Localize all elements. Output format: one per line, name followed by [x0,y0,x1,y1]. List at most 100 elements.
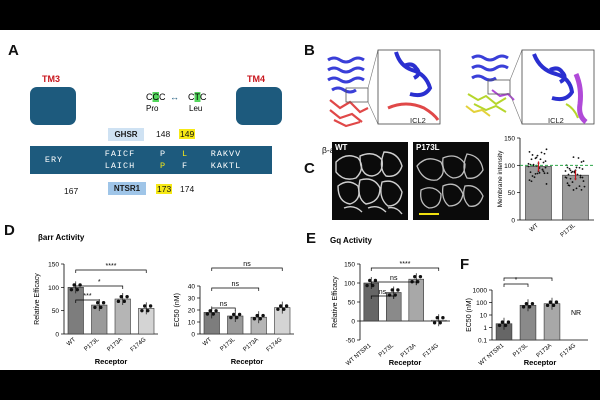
panel-label-b: B [304,42,315,59]
data-point [569,177,572,180]
y-tick-label: 30 [188,296,196,303]
data-point [579,174,582,177]
y-tick-label: 150 [344,262,355,269]
x-tick-label: P173L [560,223,578,239]
icl2-label-gq: ICL2 [548,116,564,125]
y-tick-label: 100 [48,285,59,292]
data-point [566,182,569,185]
ghsr-148: 148 [156,129,171,139]
data-point [148,304,153,308]
significance-bracket [503,283,529,287]
data-point [396,288,400,292]
y-tick-label: 100 [344,281,355,288]
significance-label: *** [83,293,91,300]
data-point [278,304,283,308]
significance-bracket [75,299,100,303]
data-point [539,158,542,161]
y-tick-label: -50 [346,338,356,345]
ghsr-label: GHSR [108,128,144,141]
data-point [497,323,502,328]
data-point [373,278,378,283]
data-point [524,301,529,306]
data-point [544,160,547,162]
ghsr-right-seq: RAKVV [210,149,242,159]
x-tick-label: P173A [242,337,260,353]
data-point [235,315,239,320]
data-point [527,305,532,309]
y-axis-label: Relative Efficacy [332,276,339,328]
bar [562,174,589,221]
data-point [418,274,423,279]
data-point [211,312,216,316]
data-point [365,283,369,288]
data-point [521,305,526,309]
data-point [545,183,548,185]
data-point [101,301,106,305]
data-point [570,171,573,174]
data-point [122,299,127,304]
x-tick-label: WT NTSR1 [478,343,506,368]
data-point [371,283,375,288]
tm4-helix [236,87,282,125]
data-point [416,280,420,284]
data-point [237,312,242,317]
micrograph-wt [332,142,408,220]
data-point [554,300,559,304]
data-point [534,172,537,175]
data-point [564,176,567,179]
significance-label: ns [379,289,387,296]
data-point [531,154,534,156]
data-point [413,274,417,279]
data-point [530,180,533,183]
y-tick-label: 150 [48,262,59,269]
micrograph-wt-label: WT [335,143,348,152]
data-point [390,288,394,292]
significance-label: **** [400,261,411,268]
y-tick-label: 10 [480,313,488,320]
significance-bracket [370,295,395,299]
data-point [503,323,508,328]
x-tick-label: F174G [266,337,284,354]
data-point [125,294,129,299]
data-point [543,172,546,175]
x-tick-label: F174G [422,343,440,360]
data-point [542,170,545,173]
x-tick-label: WT [529,223,540,234]
data-point [528,150,531,153]
panel-label-f: F [460,256,470,273]
bar [67,287,84,335]
data-point [577,157,580,159]
significance-bracket [503,277,553,281]
data-point [284,304,289,308]
panel-label-c: C [304,160,315,177]
y-tick-label: 1 [483,325,487,332]
ntsr1-174: 174 [180,184,195,194]
significance-bracket [75,285,124,289]
gq-complex-image [465,49,595,125]
data-point [95,301,100,305]
significance-label: ns [243,261,251,268]
tm4-label: TM4 [247,74,265,84]
data-point [548,300,553,304]
data-point [583,185,586,188]
significance-label: ns [390,275,398,282]
data-point [581,168,584,170]
data-point [393,293,397,297]
sequence-band [30,146,272,174]
p173l-cells-image [416,153,484,215]
data-point [282,307,286,311]
data-point [435,316,439,320]
x-tick-label: WT [66,337,77,348]
ery-motif: ERY [44,155,64,165]
y-tick-label: 100 [476,300,487,307]
data-point [567,173,570,176]
wt-cells-image [335,151,403,215]
ntsr1-173: 173 [156,184,173,194]
data-point [580,188,583,191]
data-point [231,312,236,317]
codon-pro: CCC [146,92,166,102]
y-tick-label: 10 [188,320,196,327]
data-point [538,171,541,174]
data-point [576,173,579,176]
x-axis-label: Receptor [524,358,557,367]
